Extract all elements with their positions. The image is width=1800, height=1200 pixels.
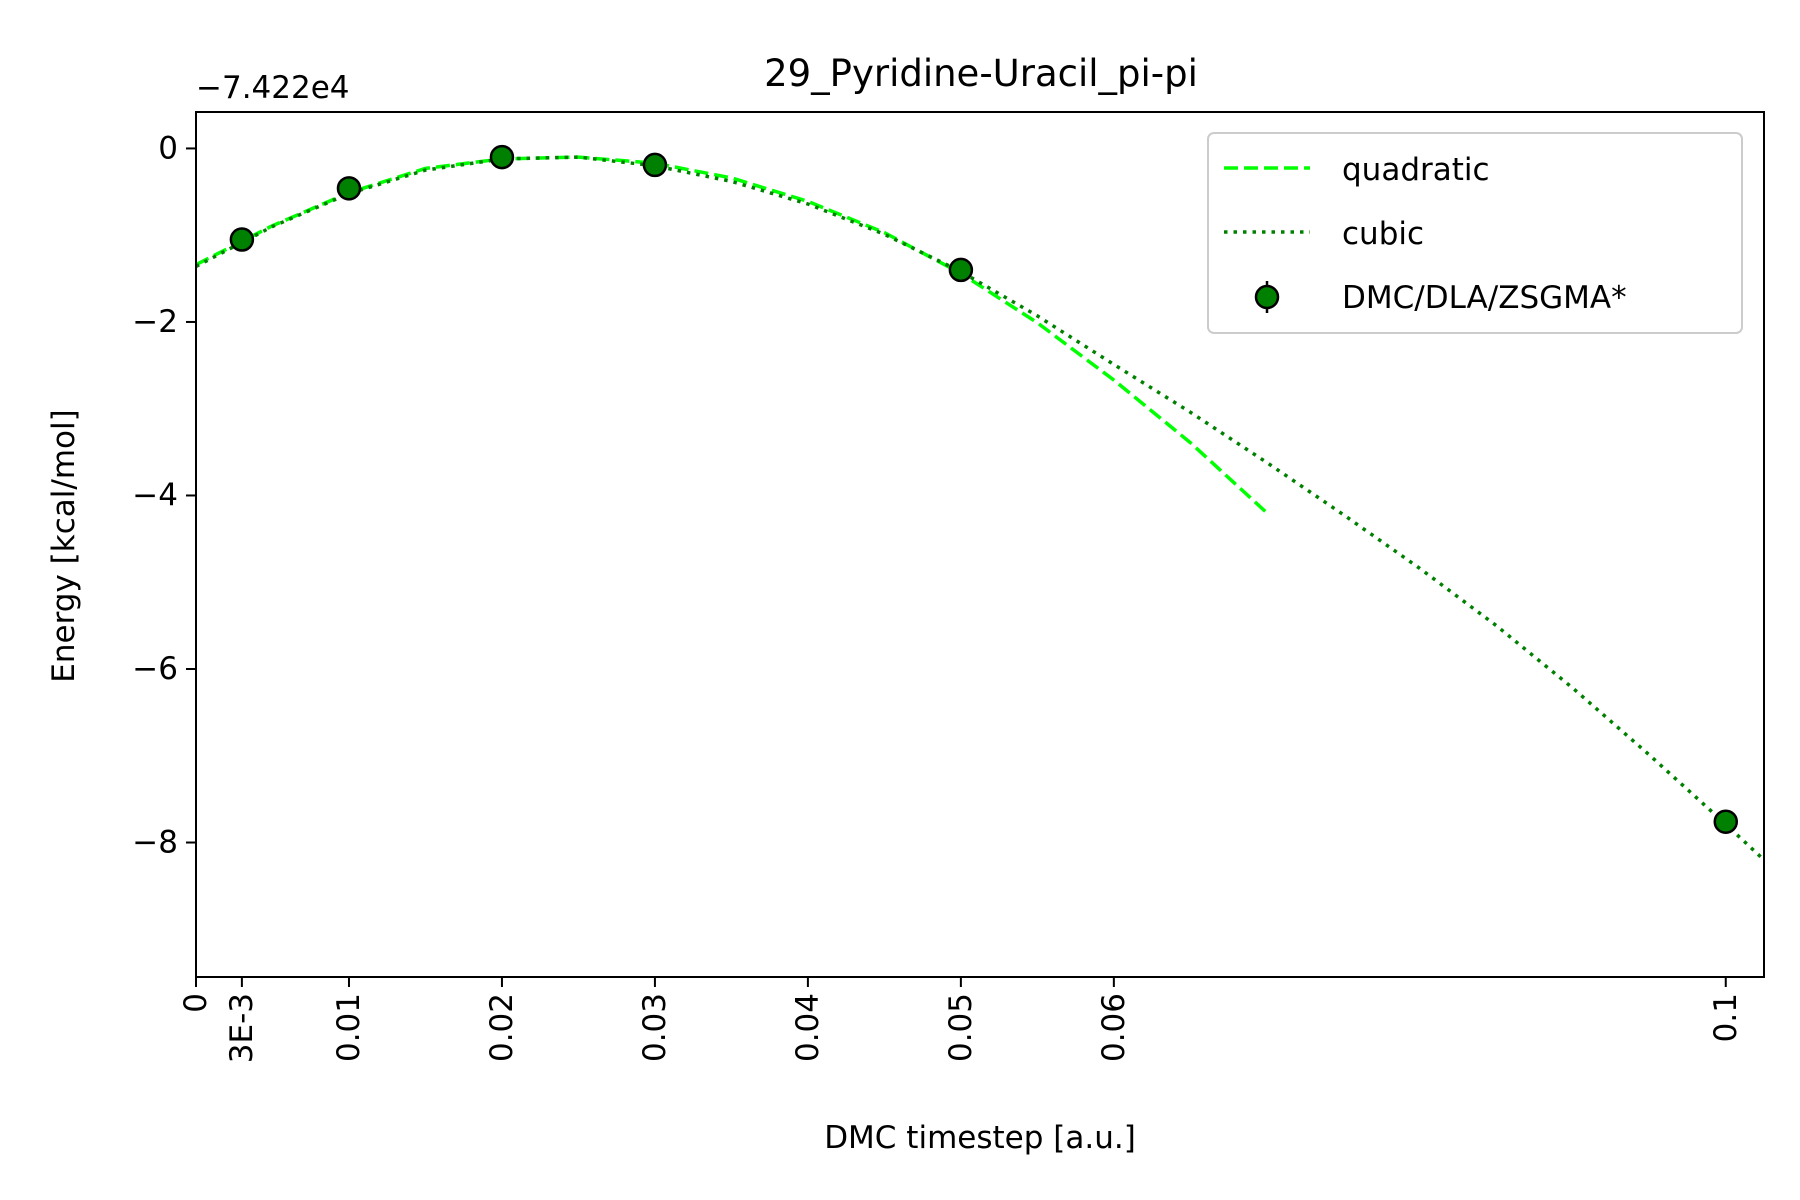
- data-point: [489, 144, 515, 170]
- x-axis-label: DMC timestep [a.u.]: [824, 1120, 1136, 1156]
- x-tick-label: 3E-3: [224, 993, 260, 1063]
- plot-frame: [195, 111, 1765, 978]
- legend-points-marker: [1254, 284, 1280, 310]
- y-tick-label: −6: [132, 651, 178, 687]
- data-point: [1713, 809, 1739, 834]
- x-axis: 0 3E-3 0.01 0.02 0.03 0.04 0.05 0.06 0.1: [178, 977, 1744, 1063]
- data-point: [229, 227, 255, 252]
- data-point: [642, 152, 668, 178]
- y-tick-label: −2: [132, 304, 178, 340]
- x-tick-label: 0.05: [943, 993, 979, 1062]
- x-tick-label: 0: [178, 993, 214, 1013]
- x-tick-label: 0.03: [637, 993, 673, 1062]
- cubic-fit-line: [196, 155, 1764, 862]
- chart-title: 29_Pyridine-Uracil_pi-pi: [764, 52, 1198, 95]
- legend: quadratic cubic DMC/DLA/ZSGMA*: [1207, 132, 1743, 334]
- y-tick-label: −8: [132, 825, 178, 861]
- data-point: [948, 257, 974, 283]
- x-tick-label: 0.02: [484, 993, 520, 1062]
- x-tick-label: 0.04: [790, 993, 826, 1062]
- y-axis-label: Energy [kcal/mol]: [46, 409, 82, 682]
- quadratic-fit-line: [196, 155, 1268, 515]
- legend-frame: [1207, 132, 1743, 334]
- y-axis: 0 −2 −4 −6 −8: [132, 130, 196, 861]
- legend-points-label: DMC/DLA/ZSGMA*: [1342, 280, 1627, 316]
- x-tick-label: 0.1: [1708, 993, 1744, 1042]
- y-tick-label: −4: [132, 477, 178, 513]
- series-layer: [196, 155, 1764, 862]
- data-point: [336, 176, 362, 201]
- y-tick-label: 0: [158, 130, 178, 166]
- y-offset-text: −7.422e4: [196, 70, 350, 106]
- points-layer: [229, 144, 1739, 834]
- legend-quadratic-label: quadratic: [1342, 152, 1490, 188]
- x-tick-label: 0.06: [1096, 993, 1132, 1062]
- legend-cubic-label: cubic: [1342, 216, 1424, 252]
- x-tick-label: 0.01: [331, 993, 367, 1062]
